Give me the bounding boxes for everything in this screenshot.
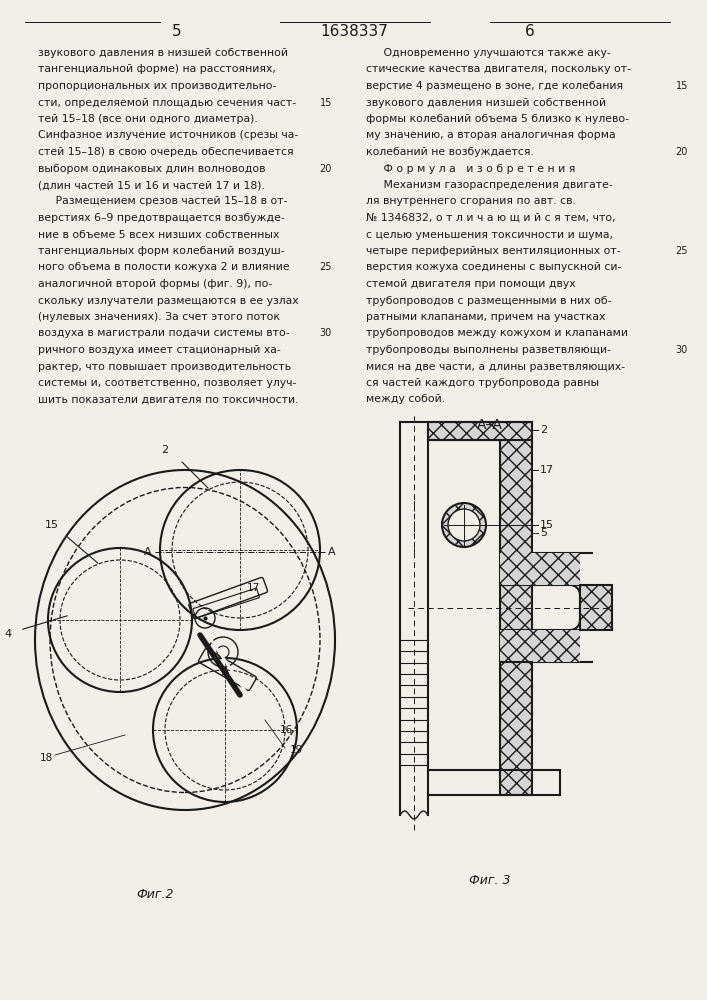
Text: Одновременно улучшаются также аку-: Одновременно улучшаются также аку- (366, 48, 611, 58)
Text: колебаний не возбуждается.: колебаний не возбуждается. (366, 147, 534, 157)
Text: формы колебаний объема 5 близко к нулево-: формы колебаний объема 5 близко к нулево… (366, 114, 629, 124)
Text: трубопроводов между кожухом и клапанами: трубопроводов между кожухом и клапанами (366, 328, 628, 338)
Text: 25: 25 (320, 262, 332, 272)
Bar (428, 422, 532, 440)
Text: тангенциальных форм колебаний воздуш-: тангенциальных форм колебаний воздуш- (38, 246, 285, 256)
Text: трубопроводы выполнены разветвляющи-: трубопроводы выполнены разветвляющи- (366, 345, 611, 355)
Text: 18: 18 (40, 753, 53, 763)
Text: ного объема в полости кожуха 2 и влияние: ного объема в полости кожуха 2 и влияние (38, 262, 290, 272)
Text: системы и, соответственно, позволяет улуч-: системы и, соответственно, позволяет улу… (38, 378, 296, 388)
Text: верстие 4 размещено в зоне, где колебания: верстие 4 размещено в зоне, где колебани… (366, 81, 623, 91)
Circle shape (448, 509, 480, 541)
Text: 2: 2 (540, 425, 547, 435)
Text: 30: 30 (676, 345, 688, 355)
Text: 17: 17 (247, 583, 260, 593)
Text: тангенциальной форме) на расстояниях,: тангенциальной форме) на расстояниях, (38, 64, 276, 75)
Text: ние в объеме 5 всех низших собственных: ние в объеме 5 всех низших собственных (38, 230, 279, 239)
Bar (580, 585, 612, 630)
Text: (нулевых значениях). За счет этого поток: (нулевых значениях). За счет этого поток (38, 312, 280, 322)
Text: выбором одинаковых длин волноводов: выбором одинаковых длин волноводов (38, 163, 266, 174)
Text: ратными клапанами, причем на участках: ратными клапанами, причем на участках (366, 312, 605, 322)
Text: стей 15–18) в свою очередь обеспечивается: стей 15–18) в свою очередь обеспечиваетс… (38, 147, 293, 157)
Text: му значению, а вторая аналогичная форма: му значению, а вторая аналогичная форма (366, 130, 616, 140)
Text: тей 15–18 (все они одного диаметра).: тей 15–18 (все они одного диаметра). (38, 114, 258, 124)
Text: с целью уменьшения токсичности и шума,: с целью уменьшения токсичности и шума, (366, 230, 613, 239)
Text: ся частей каждого трубопровода равны: ся частей каждого трубопровода равны (366, 378, 599, 388)
Bar (500, 662, 532, 795)
Text: 17: 17 (540, 465, 554, 475)
Text: 15: 15 (676, 81, 688, 91)
Text: 20: 20 (320, 163, 332, 174)
Text: 5: 5 (540, 528, 547, 538)
Bar (500, 630, 580, 662)
Text: аналогичной второй формы (фиг. 9), по-: аналогичной второй формы (фиг. 9), по- (38, 279, 272, 289)
Text: верстия кожуха соединены с выпускной си-: верстия кожуха соединены с выпускной си- (366, 262, 621, 272)
Text: A: A (144, 547, 152, 557)
Circle shape (442, 503, 486, 547)
Text: А–А: А–А (477, 418, 503, 432)
Text: 2: 2 (161, 445, 168, 455)
Text: Фиг. 3: Фиг. 3 (469, 874, 510, 886)
Bar (500, 553, 580, 585)
Text: верстиях 6–9 предотвращается возбужде-: верстиях 6–9 предотвращается возбужде- (38, 213, 285, 223)
Text: звукового давления низшей собственной: звукового давления низшей собственной (366, 98, 606, 107)
Text: 20: 20 (676, 147, 688, 157)
Text: 30: 30 (320, 328, 332, 338)
Text: A: A (328, 547, 336, 557)
Text: шить показатели двигателя по токсичности.: шить показатели двигателя по токсичности… (38, 394, 298, 404)
Text: № 1346832, о т л и ч а ю щ и й с я тем, что,: № 1346832, о т л и ч а ю щ и й с я тем, … (366, 213, 616, 223)
Bar (500, 440, 532, 660)
Text: рактер, что повышает производительность: рактер, что повышает производительность (38, 361, 291, 371)
Text: между собой.: между собой. (366, 394, 445, 404)
Text: Фиг.2: Фиг.2 (136, 888, 174, 902)
Text: пропорциональных их производительно-: пропорциональных их производительно- (38, 81, 276, 91)
Text: сти, определяемой площадью сечения част-: сти, определяемой площадью сечения част- (38, 98, 296, 107)
Text: 15: 15 (45, 520, 59, 530)
Text: трубопроводов с размещенными в них об-: трубопроводов с размещенными в них об- (366, 296, 612, 306)
Text: 5: 5 (173, 24, 182, 39)
Text: Механизм газораспределения двигате-: Механизм газораспределения двигате- (366, 180, 613, 190)
Text: Ф о р м у л а   и з о б р е т е н и я: Ф о р м у л а и з о б р е т е н и я (366, 163, 575, 174)
Text: 19: 19 (290, 745, 303, 755)
Text: 16: 16 (280, 725, 293, 735)
Text: стемой двигателя при помощи двух: стемой двигателя при помощи двух (366, 279, 575, 289)
Text: Синфазное излучение источников (срезы ча-: Синфазное излучение источников (срезы ча… (38, 130, 298, 140)
Text: воздуха в магистрали подачи системы вто-: воздуха в магистрали подачи системы вто- (38, 328, 290, 338)
Text: 25: 25 (675, 246, 688, 256)
Text: мися на две части, а длины разветвляющих-: мися на две части, а длины разветвляющих… (366, 361, 625, 371)
Text: 15: 15 (320, 98, 332, 107)
Text: Размещением срезов частей 15–18 в от-: Размещением срезов частей 15–18 в от- (38, 196, 288, 207)
Text: ричного воздуха имеет стационарный ха-: ричного воздуха имеет стационарный ха- (38, 345, 281, 355)
Text: A: A (222, 667, 230, 677)
Text: 4: 4 (4, 629, 11, 639)
Text: ля внутреннего сгорания по авт. св.: ля внутреннего сгорания по авт. св. (366, 196, 576, 207)
Text: стические качества двигателя, поскольку от-: стические качества двигателя, поскольку … (366, 64, 631, 75)
Text: четыре периферийных вентиляционных от-: четыре периферийных вентиляционных от- (366, 246, 621, 256)
Text: 15: 15 (540, 520, 554, 530)
Text: скольку излучатели размещаются в ее узлах: скольку излучатели размещаются в ее узла… (38, 296, 298, 306)
Text: 1638337: 1638337 (320, 24, 388, 39)
Text: звукового давления в низшей собственной: звукового давления в низшей собственной (38, 48, 288, 58)
Text: (длин частей 15 и 16 и частей 17 и 18).: (длин частей 15 и 16 и частей 17 и 18). (38, 180, 265, 190)
Text: 6: 6 (525, 24, 535, 39)
